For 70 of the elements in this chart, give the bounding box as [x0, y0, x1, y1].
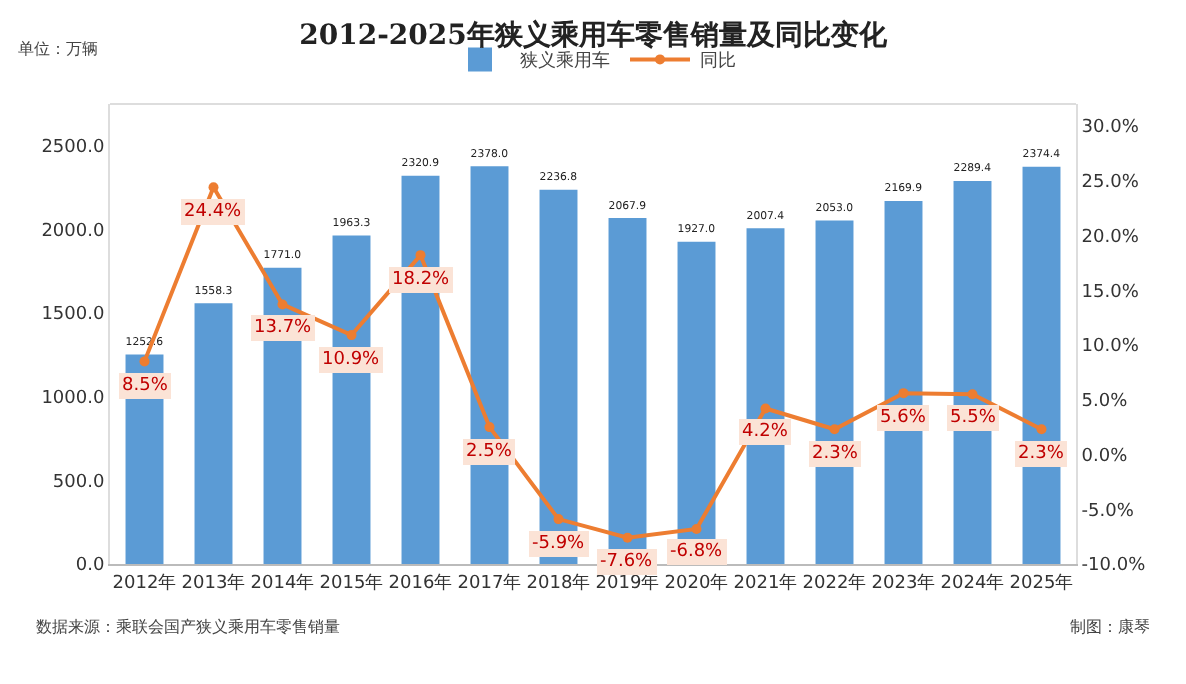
point — [208, 182, 219, 193]
y-tick-label: 1500.0 — [41, 305, 105, 326]
point — [277, 299, 288, 310]
y-tick-label: 500.0 — [52, 472, 105, 493]
bar — [194, 303, 233, 564]
y2-tick-label: 25.0% — [1081, 172, 1140, 193]
x-tick-label: 2022年 — [802, 571, 867, 594]
data-label: 5.5% — [950, 408, 997, 428]
y-tick-label: 2000.0 — [41, 221, 105, 242]
y2-tick-label: -10.0% — [1081, 556, 1147, 577]
point — [898, 388, 909, 399]
source-note: 数据来源：乘联会国产狭义乘用车零售销量 — [36, 618, 340, 636]
point — [1036, 424, 1047, 435]
data-label: 18.2% — [392, 270, 451, 290]
y-tick-label: 0.0 — [75, 556, 105, 577]
x-tick-label: 2018年 — [526, 571, 591, 594]
y2-tick-label: 30.0% — [1081, 118, 1140, 139]
x-tick-label: 2016年 — [388, 571, 453, 594]
x-tick-label: 2019年 — [595, 571, 660, 594]
data-label: -5.9% — [532, 534, 586, 554]
x-tick-label: 2025年 — [1009, 571, 1074, 594]
x-tick-label: 2013年 — [181, 571, 246, 594]
x-tick-label: 2023年 — [871, 571, 936, 594]
data-label: -6.8% — [670, 542, 724, 562]
y2-tick-label: 10.0% — [1081, 337, 1140, 358]
data-label: 4.2% — [742, 422, 789, 442]
y2-tick-label: 5.0% — [1081, 392, 1129, 413]
bar — [746, 228, 785, 564]
data-label: 2.3% — [812, 444, 859, 464]
point — [484, 422, 495, 433]
data-label: 24.4% — [184, 202, 243, 222]
data-label: 2.3% — [1018, 444, 1065, 464]
y-tick-label: 1000.0 — [41, 389, 105, 410]
data-label: 2.5% — [466, 442, 513, 462]
data-label: 10.9% — [322, 350, 381, 370]
bar — [1022, 166, 1061, 564]
y2-tick-label: 20.0% — [1081, 227, 1140, 248]
y-axis-title: 单位：万辆 — [18, 40, 98, 58]
x-tick-label: 2014年 — [250, 571, 315, 594]
point — [967, 389, 978, 400]
x-tick-label: 2017年 — [457, 571, 522, 594]
y2-tick-label: 0.0% — [1081, 446, 1129, 467]
data-label: 8.5% — [122, 376, 169, 396]
bar — [953, 181, 992, 564]
x-tick-label: 2021年 — [733, 571, 798, 594]
point — [553, 514, 564, 525]
y2-tick-label: -5.0% — [1081, 501, 1135, 522]
y-tick-label: 2500.0 — [41, 138, 105, 159]
x-tick-label: 2015年 — [319, 571, 384, 594]
x-tick-label: 2024年 — [940, 571, 1005, 594]
point — [346, 330, 357, 341]
legend-label: 同比 — [700, 50, 736, 73]
data-label: 5.6% — [880, 408, 927, 428]
point — [622, 532, 633, 543]
bar — [884, 201, 923, 564]
legend-label: 狭义乘用车 — [520, 50, 610, 73]
point — [829, 424, 840, 435]
x-tick-label: 2012年 — [112, 571, 177, 594]
point — [760, 403, 771, 414]
x-tick-label: 2020年 — [664, 571, 729, 594]
bar — [470, 166, 509, 564]
chart-title: 2012-2025年狭义乘用车零售销量及同比变化 — [299, 17, 889, 52]
point — [415, 250, 426, 261]
y2-tick-label: 15.0% — [1081, 282, 1140, 303]
data-label: 13.7% — [254, 318, 313, 338]
point — [691, 523, 702, 534]
bar — [815, 220, 854, 564]
data-label: -7.6% — [600, 552, 654, 572]
point — [139, 356, 150, 367]
text: 制图：康琴 — [1070, 618, 1150, 636]
